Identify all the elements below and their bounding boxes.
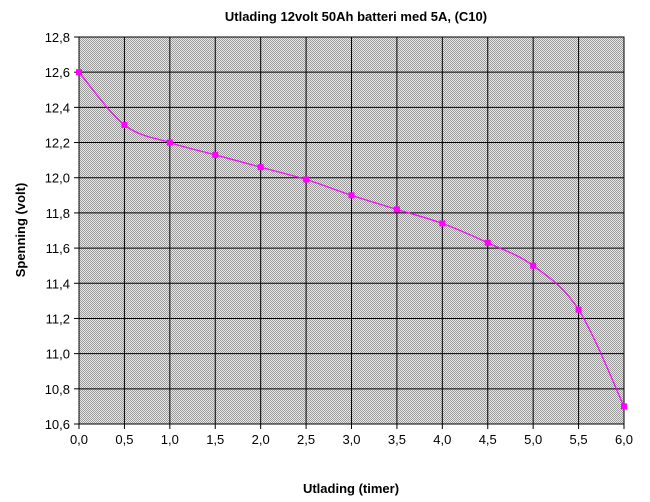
data-point xyxy=(348,192,355,199)
x-tick-label: 6,0 xyxy=(615,432,633,447)
grid-lines xyxy=(79,37,624,424)
y-axis-ticks: 10,6 10,8 11,0 11,2 11,4 11,6 11,8 12,0 12,2 12,4… xyxy=(45,30,79,432)
y-tick-label: 11,8 xyxy=(46,206,70,221)
y-tick-label: 11,0 xyxy=(46,347,70,362)
data-point xyxy=(303,176,310,183)
y-tick-label: 10,6 xyxy=(45,417,70,432)
y-tick-label: 12,8 xyxy=(45,30,70,45)
y-tick-label: 12,4 xyxy=(45,100,70,115)
y-tick-label: 12,6 xyxy=(45,65,70,80)
y-tick-label: 10,8 xyxy=(45,382,70,397)
y-tick-label: 12,0 xyxy=(45,171,70,186)
y-tick-label: 11,2 xyxy=(46,311,70,326)
data-point xyxy=(484,239,491,246)
x-axis-ticks: 0,0 0,5 1,0 1,5 2,0 2,5 3,0 3,5 4,0 4,5 5,0 5,5 6,0 xyxy=(70,424,633,447)
y-tick-label: 12,2 xyxy=(45,136,70,151)
x-tick-label: 2,5 xyxy=(297,432,315,447)
y-tick-label: 11,4 xyxy=(46,276,70,291)
x-axis-label: Utlading (timer) xyxy=(303,481,399,496)
series-markers xyxy=(76,69,627,410)
y-tick-label: 11,6 xyxy=(46,241,70,256)
x-tick-label: 3,5 xyxy=(388,432,406,447)
x-tick-label: 4,0 xyxy=(433,432,451,447)
chart-title: Utlading 12volt 50Ah batteri med 5A, (C1… xyxy=(225,9,487,24)
data-point xyxy=(575,306,582,313)
x-tick-label: 5,5 xyxy=(570,432,588,447)
x-tick-label: 4,5 xyxy=(479,432,497,447)
x-tick-label: 1,0 xyxy=(161,432,179,447)
data-point xyxy=(76,69,82,76)
data-point xyxy=(393,206,400,213)
x-tick-label: 0,5 xyxy=(115,432,133,447)
data-point xyxy=(166,139,173,146)
x-tick-label: 0,0 xyxy=(70,432,88,447)
data-point xyxy=(212,151,219,158)
y-axis-label: Spenning (volt) xyxy=(13,183,28,278)
x-tick-label: 2,0 xyxy=(252,432,270,447)
data-point xyxy=(439,220,446,227)
data-point xyxy=(121,121,128,128)
x-tick-label: 5,0 xyxy=(524,432,542,447)
x-tick-label: 3,0 xyxy=(342,432,360,447)
data-point xyxy=(621,403,627,410)
data-point xyxy=(257,164,264,171)
data-point xyxy=(530,262,537,269)
x-tick-label: 1,5 xyxy=(206,432,224,447)
